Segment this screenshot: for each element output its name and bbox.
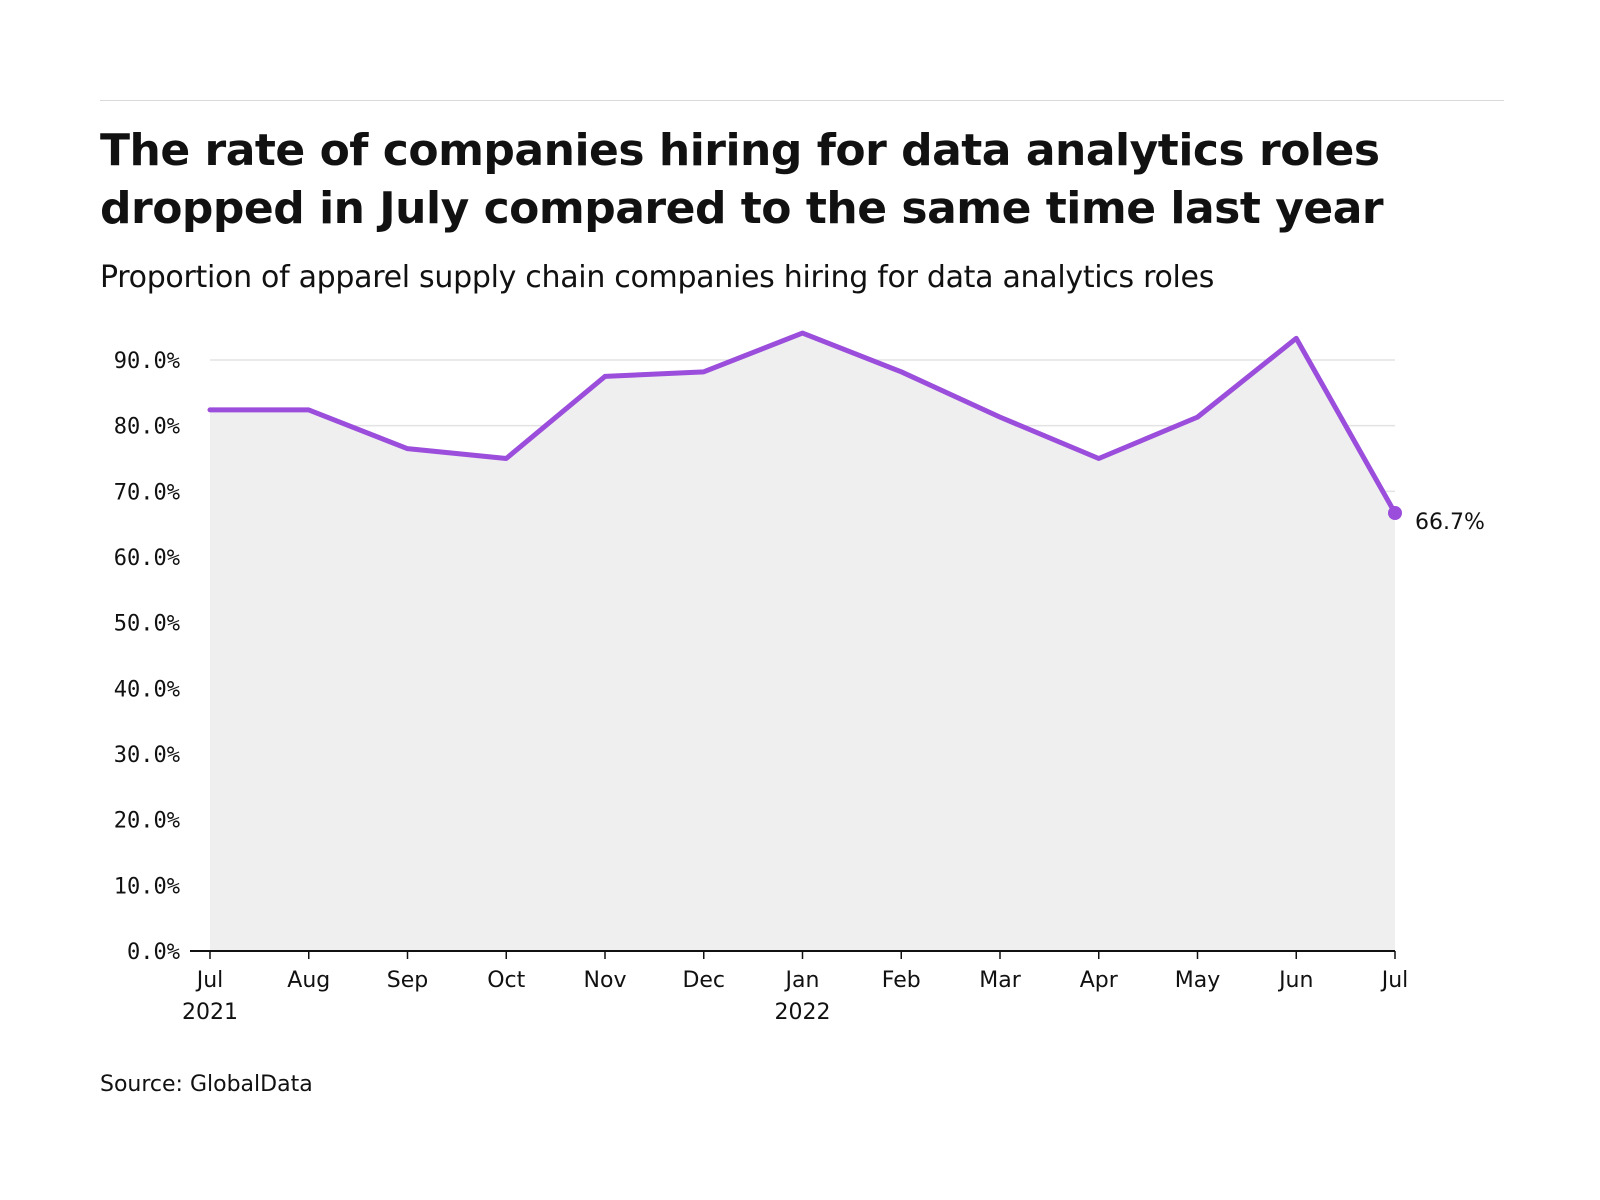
y-tick-label: 30.0%	[114, 743, 180, 768]
y-tick-label: 10.0%	[114, 874, 180, 899]
x-tick-label: Jun	[1277, 968, 1313, 993]
data-point-last	[1388, 506, 1402, 521]
area-fill	[210, 333, 1395, 951]
x-tick-label: Aug	[287, 968, 330, 993]
series-line	[207, 330, 1398, 516]
x-axis-tick-labels: Jul 2021 Aug Sep Oct Nov Dec Jan 2022 Feb Mar Apr Ma…	[182, 968, 1408, 1025]
x-tick-year-label: 2021	[182, 1000, 238, 1025]
x-tick-label: Jul	[195, 968, 224, 993]
y-tick-label: 60.0%	[114, 546, 180, 571]
x-tick-year-label: 2022	[775, 1000, 831, 1025]
x-tick-label: May	[1175, 968, 1220, 993]
x-axis	[190, 950, 1396, 959]
x-tick-label: Oct	[487, 968, 525, 993]
y-tick-label: 0.0%	[127, 940, 180, 965]
line-chart: 0.0% 10.0% 20.0% 30.0% 40.0% 50.0% 60.0% 70.0% 8…	[114, 330, 1485, 1025]
y-tick-label: 50.0%	[114, 612, 180, 637]
y-tick-label: 80.0%	[114, 415, 180, 440]
y-tick-label: 70.0%	[114, 480, 180, 505]
chart-subtitle: Proportion of apparel supply chain compa…	[100, 260, 1215, 295]
series-line-group	[207, 330, 1398, 516]
x-tick-label: Feb	[882, 968, 921, 993]
y-tick-label: 90.0%	[114, 349, 180, 374]
x-tick-label: Nov	[584, 968, 627, 993]
x-tick-label: Sep	[387, 968, 428, 993]
data-labels: 66.7%	[1415, 510, 1485, 535]
data-points	[1388, 506, 1402, 521]
area-fill-group	[210, 333, 1395, 951]
x-tick-label: Jan	[784, 968, 820, 993]
x-tick-label: Dec	[682, 968, 725, 993]
x-tick-label: Apr	[1080, 968, 1119, 993]
y-tick-label: 20.0%	[114, 809, 180, 834]
y-axis-tick-labels: 0.0% 10.0% 20.0% 30.0% 40.0% 50.0% 60.0% 70.0% 8…	[114, 349, 180, 965]
data-label-last: 66.7%	[1415, 510, 1485, 535]
top-divider	[100, 100, 1504, 101]
x-tick-label: Jul	[1380, 968, 1409, 993]
x-tick-label: Mar	[979, 968, 1021, 993]
chart-title: The rate of companies hiring for data an…	[100, 125, 1384, 234]
y-tick-label: 40.0%	[114, 677, 180, 702]
source-note: Source: GlobalData	[100, 1072, 313, 1097]
